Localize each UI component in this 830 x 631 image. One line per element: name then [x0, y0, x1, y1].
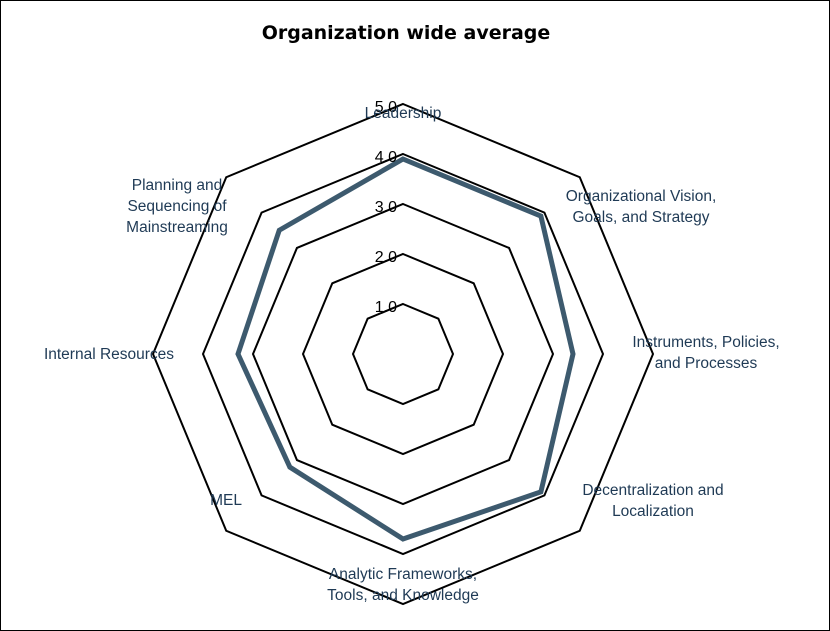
grid-ring-1	[351, 302, 455, 406]
category-label-2: Instruments, Policies, and Processes	[632, 334, 779, 372]
category-label-5: MEL	[210, 492, 242, 509]
category-label-1: Organizational Vision, Goals, and Strateg…	[566, 188, 717, 226]
radar-grid	[151, 102, 655, 606]
category-label-4: Analytic Frameworks, Tools, and Knowledge	[327, 566, 479, 604]
category-labels: Leadership Organizational Vision, Goals, a…	[44, 105, 780, 604]
category-label-7: Planning and Sequencing of Mainstreaming	[126, 177, 228, 236]
chart-title: Organization wide average	[262, 22, 551, 44]
tick-label-3: 3.0	[375, 199, 397, 216]
radial-tick-labels: 1.0 2.0 3.0 4.0 5.0	[375, 99, 397, 316]
grid-ring-2	[301, 252, 505, 456]
grid-ring-4	[201, 152, 605, 556]
tick-label-5: 5.0	[375, 99, 397, 116]
series-line-0	[235, 156, 576, 542]
category-label-0: Leadership	[365, 105, 442, 122]
category-label-6: Internal Resources	[44, 346, 174, 363]
tick-label-2: 2.0	[375, 249, 397, 266]
radar-series	[235, 156, 576, 542]
category-label-3: Decentralization and Localization	[582, 482, 723, 520]
grid-ring-5	[151, 102, 655, 606]
tick-label-1: 1.0	[375, 299, 397, 316]
grid-ring-3	[251, 202, 555, 506]
tick-label-4: 4.0	[375, 149, 397, 166]
